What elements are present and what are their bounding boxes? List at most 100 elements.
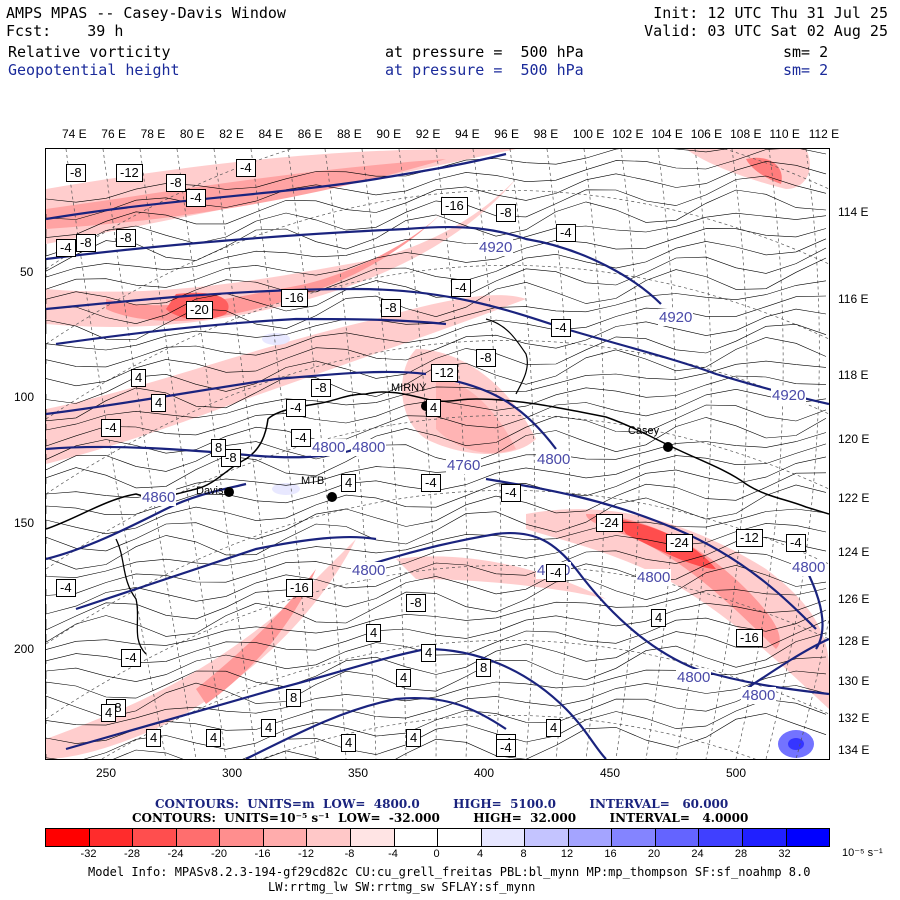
colorbar-tick-label: 0 (433, 848, 440, 860)
height-label: 4800 (791, 559, 827, 576)
height-label: 4800 (351, 439, 387, 456)
vorticity-label: 4 (341, 474, 357, 492)
right-longitude-label: 134 E (838, 743, 870, 757)
vorticity-label: 4 (261, 719, 277, 737)
x-tick-300: 300 (222, 766, 243, 780)
colorbar-swatch (568, 829, 613, 846)
height-label: 4800 (636, 569, 672, 586)
colorbar-swatch (307, 829, 351, 846)
vorticity-label: 4 (651, 609, 667, 627)
top-longitude-label: 98 E (533, 127, 559, 141)
right-longitude-label: 128 E (838, 634, 870, 648)
top-longitude-label: 106 E (690, 127, 723, 141)
vorticity-label: -8 (406, 594, 426, 612)
right-longitude-label: 116 E (838, 292, 869, 306)
colorbar-tick-label: 4 (476, 848, 484, 860)
vorticity-label: -12 (116, 164, 143, 182)
top-longitude-label: 94 E (455, 127, 480, 141)
vorticity-label: 4 (131, 369, 147, 387)
top-longitude-label: 88 E (337, 127, 362, 141)
x-tick-450: 450 (600, 766, 621, 780)
vorticity-label: -4 (451, 279, 471, 297)
vorticity-label: -24 (666, 534, 693, 552)
vorticity-label: -4 (291, 429, 311, 447)
right-longitude-label: 120 E (838, 432, 870, 446)
map-panel[interactable]: Davis MTB MIRNY Casey 4920 4920 4920 4800 48… (45, 148, 830, 760)
vorticity-label: 4 (396, 669, 412, 687)
vorticity-label: -8 (116, 229, 136, 247)
vorticity-label: -16 (736, 629, 763, 647)
top-longitude-label: 90 E (376, 127, 402, 141)
vorticity-label: 8 (476, 659, 492, 677)
colorbar-swatch (655, 829, 700, 846)
colorbar-swatch (263, 829, 308, 846)
x-tick-400: 400 (474, 766, 495, 780)
window-title: AMPS MPAS -- Casey-Davis Window (6, 4, 286, 22)
top-longitude-label: 82 E (219, 127, 244, 141)
vorticity-label: -4 (501, 484, 521, 502)
colorbar-tick-label: 28 (734, 848, 748, 860)
top-longitude-label: 102 E (612, 127, 644, 141)
field1-name: Relative vorticity (8, 43, 171, 61)
field2-name: Geopotential height (8, 61, 180, 79)
top-longitude-label: 108 E (730, 127, 762, 141)
x-tick-350: 350 (348, 766, 369, 780)
colorbar-units: 10⁻⁵ s⁻¹ (842, 847, 883, 859)
height-label: 4760 (446, 457, 482, 474)
colorbar-tick-label: -8 (344, 848, 355, 860)
top-longitude-label: 110 E (769, 127, 800, 141)
map-canvas (46, 149, 829, 759)
model-info-line2: LW:rrtmg_lw SW:rrtmg_sw SFLAY:sf_mynn (268, 880, 536, 894)
height-label: 4920 (478, 239, 514, 256)
height-label: 4920 (658, 309, 694, 326)
colorbar-tick-label: 16 (604, 848, 617, 860)
vorticity-label: -4 (56, 239, 76, 257)
vorticity-label: -4 (786, 534, 806, 552)
vorticity-label: -4 (236, 159, 256, 177)
right-longitude-label: 118 E (838, 368, 869, 382)
vorticity-label: 4 (101, 704, 117, 722)
colorbar-swatch (176, 829, 221, 846)
top-longitude-label: 92 E (415, 127, 441, 141)
vorticity-label: -8 (166, 174, 186, 192)
vorticity-label: -20 (186, 301, 213, 319)
y-tick-50: 50 (20, 265, 34, 279)
colorbar-tick-label: -12 (298, 848, 314, 860)
y-tick-150: 150 (14, 516, 35, 530)
forecast-hour: Fcst: 39 h (6, 22, 124, 40)
vorticity-label: -16 (286, 579, 313, 597)
colorbar-swatch (438, 829, 482, 846)
vorticity-label: -8 (76, 234, 96, 252)
height-label: 4800 (351, 562, 387, 579)
colorbar-swatch (612, 829, 656, 846)
field1-level: at pressure = 500 hPa (385, 43, 584, 61)
colorbar-swatch (89, 829, 134, 846)
colorbar-swatch (133, 829, 177, 846)
vorticity-label: -4 (121, 649, 141, 667)
top-longitude-label: 76 E (101, 127, 126, 141)
colorbar-swatch (350, 829, 395, 846)
colorbar-tick-label: -28 (124, 848, 140, 860)
station-label-davis: Davis (196, 485, 224, 497)
vorticity-label: 8 (211, 439, 227, 457)
right-longitude-label: 130 E (838, 674, 870, 688)
x-tick-250: 250 (96, 766, 117, 780)
vorticity-label: -8 (476, 349, 496, 367)
colorbar-tick-label: -32 (80, 848, 97, 860)
init-time: Init: 12 UTC Thu 31 Jul 25 (653, 4, 888, 22)
vorticity-label: -16 (441, 197, 468, 215)
vorticity-label: 4 (366, 624, 382, 642)
station-label-casey: Casey (628, 425, 660, 437)
colorbar-tick-label: 20 (647, 848, 661, 860)
right-longitude-label: 122 E (838, 491, 870, 505)
y-tick-100: 100 (14, 390, 35, 404)
field2-smoothing: sm= 2 (783, 61, 829, 79)
right-longitude-label: 126 E (838, 592, 870, 606)
vorticity-label: 4 (341, 734, 357, 752)
height-label: 4800 (676, 669, 712, 686)
vorticity-label: 4 (146, 729, 162, 747)
field1-smoothing: sm= 2 (783, 43, 829, 61)
top-longitude-label: 86 E (297, 127, 323, 141)
colorbar-tick-label: 32 (778, 848, 791, 860)
vorticity-label: 4 (426, 399, 442, 417)
